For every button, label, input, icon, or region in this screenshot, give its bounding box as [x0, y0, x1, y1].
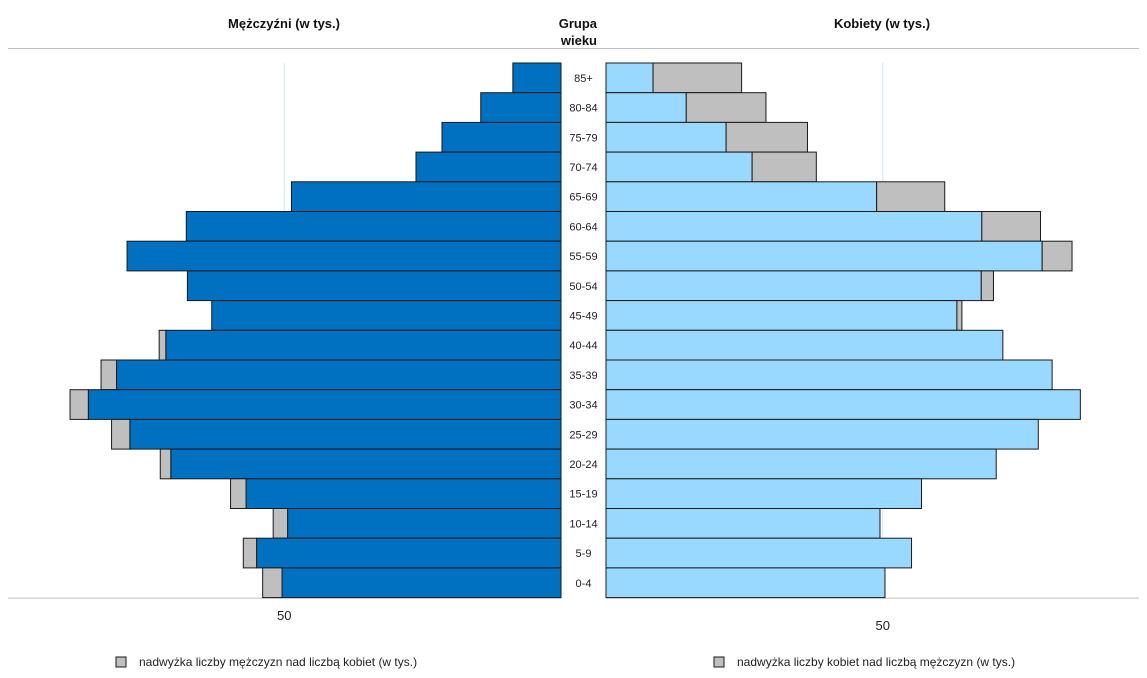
age-group-label: 35-39 [569, 370, 597, 382]
center-title-line2: wieku [560, 33, 597, 48]
male-bar [185, 211, 562, 242]
female-bar [605, 418, 1039, 450]
age-group-label: 20-24 [569, 459, 597, 471]
tick-label-left: 50 [277, 608, 291, 623]
female-surplus-bar [751, 151, 817, 183]
male-bar [116, 359, 562, 391]
male-bar [281, 567, 562, 599]
male-bar [186, 270, 562, 302]
male-bar [126, 240, 562, 272]
male-bar [256, 537, 562, 569]
female-bar [605, 537, 913, 569]
female-surplus-bar [980, 270, 994, 302]
age-group-label: 65-69 [569, 192, 597, 204]
age-group-label: 0-4 [576, 578, 592, 590]
female-bar [605, 240, 1043, 272]
female-bar [605, 448, 997, 480]
male-surplus-bar [111, 418, 131, 450]
legend-label-right: nadwyżka liczby kobiet nad liczbą mężczy… [737, 655, 1015, 669]
age-group-label: 85+ [574, 73, 593, 85]
female-bar [605, 181, 878, 213]
male-surplus-bar [100, 359, 118, 391]
female-bar [605, 389, 1081, 420]
male-surplus-bar [158, 329, 167, 361]
female-bar [605, 151, 753, 183]
age-group-label: 55-59 [569, 251, 597, 263]
female-surplus-bar [652, 62, 743, 94]
female-bar [605, 270, 982, 302]
left-title: Mężczyźni (w tys.) [228, 16, 340, 31]
female-bar [605, 508, 881, 539]
male-surplus-bar [69, 389, 89, 420]
male-bar [87, 389, 562, 420]
female-surplus-bar [876, 181, 946, 213]
bars-group [69, 62, 1081, 599]
right-title: Kobiety (w tys.) [834, 16, 930, 31]
legend-label-left: nadwyżka liczby mężczyzn nad liczbą kobi… [139, 655, 417, 669]
male-surplus-bar [230, 478, 247, 509]
legend-swatch-right [713, 656, 725, 668]
female-surplus-bar [1041, 240, 1073, 272]
female-surplus-bar [956, 300, 963, 331]
male-bar [441, 121, 562, 153]
center-title-line1: Grupa [559, 16, 598, 31]
female-bar [605, 478, 922, 509]
age-group-label: 50-54 [569, 281, 597, 293]
age-group-label: 75-79 [569, 132, 597, 144]
age-group-label: 10-14 [569, 518, 597, 530]
legend-swatch-left [115, 656, 127, 668]
age-labels-group: 85+ 80-84 75-79 70-74 65-69 60-64 55-59 50-54 45… [569, 73, 597, 590]
male-bar [211, 300, 562, 331]
male-surplus-bar [272, 508, 289, 539]
age-group-label: 5-9 [576, 548, 592, 560]
female-bar [605, 567, 886, 599]
age-group-label: 80-84 [569, 103, 597, 115]
female-bar [605, 121, 727, 153]
age-group-label: 60-64 [569, 221, 597, 233]
age-group-label: 45-49 [569, 310, 597, 322]
male-bar [287, 508, 562, 539]
male-surplus-bar [159, 448, 172, 480]
male-bar [512, 62, 562, 94]
female-bar [605, 92, 687, 123]
female-bar [605, 359, 1053, 391]
male-bar [245, 478, 562, 509]
female-bar [605, 62, 654, 94]
age-group-label: 70-74 [569, 162, 597, 174]
male-bar [290, 181, 562, 213]
tick-label-right: 50 [876, 618, 890, 633]
female-surplus-bar [725, 121, 808, 153]
male-bar [415, 151, 562, 183]
age-group-label: 40-44 [569, 340, 597, 352]
male-surplus-bar [262, 567, 283, 599]
male-bar [165, 329, 562, 361]
male-bar [129, 418, 562, 450]
male-surplus-bar [242, 537, 258, 569]
female-surplus-bar [981, 211, 1041, 242]
female-bar [605, 211, 983, 242]
age-group-label: 30-34 [569, 400, 597, 412]
female-bar [605, 300, 958, 331]
female-surplus-bar [685, 92, 767, 123]
female-bar [605, 329, 1004, 361]
age-group-label: 15-19 [569, 489, 597, 501]
age-group-label: 25-29 [569, 429, 597, 441]
male-bar [170, 448, 562, 480]
male-bar [480, 92, 562, 123]
